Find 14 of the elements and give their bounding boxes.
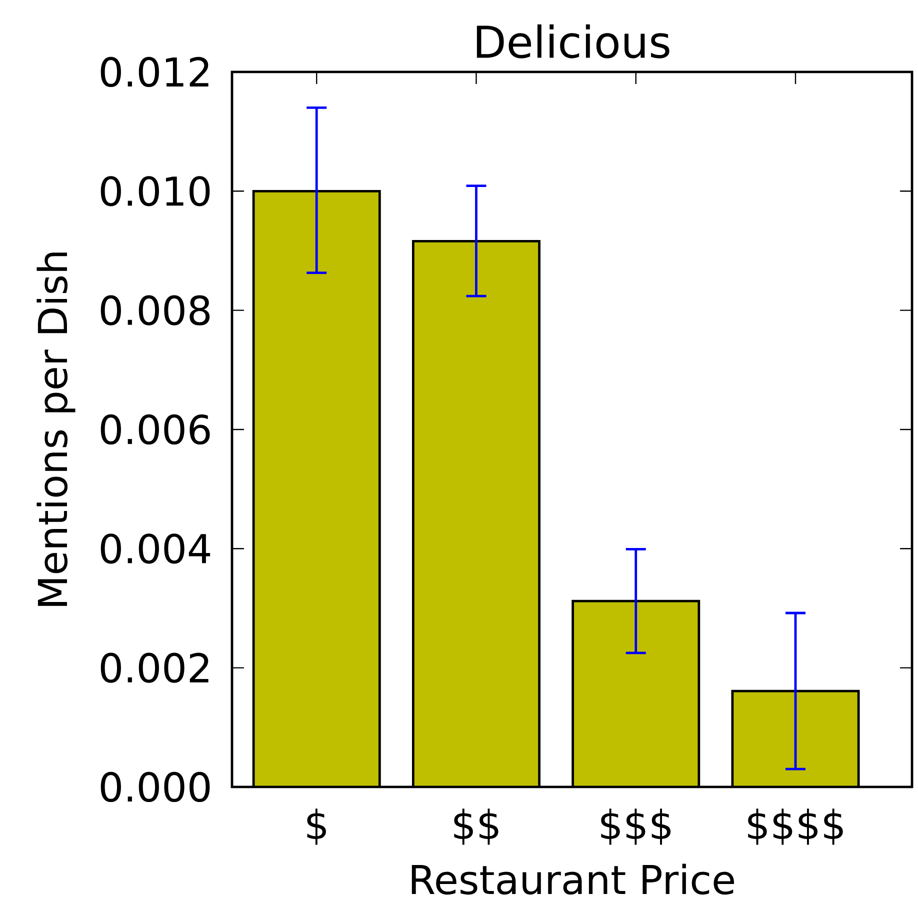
x-tick-label: $$$ bbox=[601, 808, 671, 845]
y-tick-label: 0.010 bbox=[100, 176, 210, 206]
y-axis-title: Mentions per Dish bbox=[36, 252, 76, 606]
x-tick-label: $$ bbox=[454, 808, 498, 845]
x-tick-label: $ bbox=[307, 808, 326, 845]
y-tick-label: 0.012 bbox=[100, 56, 208, 88]
x-axis-title: Restaurant Price bbox=[412, 864, 734, 895]
x-tick-label: $$$$ bbox=[748, 808, 843, 845]
chart-title: Delicious bbox=[476, 24, 670, 58]
y-tick-label: 0.002 bbox=[100, 652, 208, 683]
y-tick-label: 0.004 bbox=[100, 534, 210, 564]
y-tick-label: 0.006 bbox=[100, 414, 210, 445]
y-tick-label: 0.008 bbox=[100, 295, 210, 326]
y-tick-label: 0.000 bbox=[100, 772, 210, 802]
